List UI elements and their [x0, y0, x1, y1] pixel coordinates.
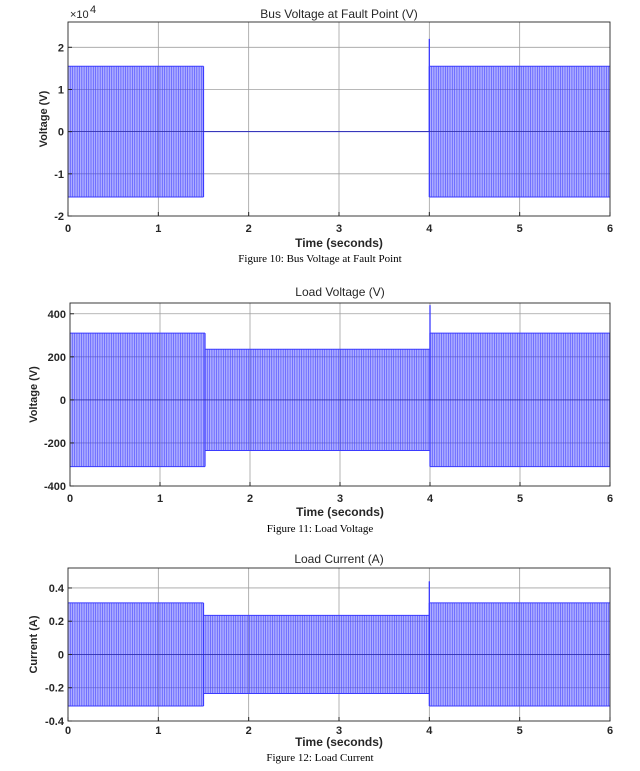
- x-tick-label: 2: [247, 493, 253, 505]
- y-tick-label: 400: [48, 309, 66, 321]
- y-tick-label: 0: [58, 649, 64, 661]
- x-tick-label: 0: [67, 493, 73, 505]
- x-tick-label: 5: [517, 493, 523, 505]
- x-tick-label: 5: [517, 223, 523, 235]
- x-tick-label: 2: [246, 223, 252, 235]
- y-tick-label: -0.2: [45, 683, 64, 695]
- y-tick-label: 0.4: [49, 583, 65, 595]
- y-tick-label: -2: [54, 211, 64, 223]
- y-axis-label: Current (A): [28, 615, 40, 673]
- x-axis-label: Time (seconds): [295, 735, 383, 749]
- y-tick-label: 2: [58, 42, 64, 54]
- x-tick-label: 2: [246, 725, 252, 737]
- y-axis-label: Voltage (V): [28, 366, 40, 423]
- y-tick-label: 0: [58, 127, 64, 139]
- x-tick-label: 4: [426, 223, 433, 235]
- y-tick-label: -0.4: [45, 716, 65, 728]
- y-tick-label: 0.2: [49, 616, 64, 628]
- x-tick-label: 0: [65, 725, 71, 737]
- x-tick-label: 6: [607, 223, 613, 235]
- chart-title: Load Voltage (V): [295, 285, 384, 299]
- chart-2: 0 1 2 3 4 5 6 -400 -200 0 200 400 Load Voltage (V) Ti…: [28, 285, 613, 535]
- x-tick-label: 4: [427, 493, 434, 505]
- y-tick-label: 0: [60, 395, 66, 407]
- x-tick-label: 3: [336, 223, 342, 235]
- y-tick-label: -1: [54, 169, 64, 181]
- x-tick-label: 6: [607, 725, 613, 737]
- x-axis-label: Time (seconds): [296, 505, 384, 519]
- y-tick-label: 200: [48, 352, 66, 364]
- x-axis-label: Time (seconds): [295, 236, 383, 250]
- x-tick-label: 1: [155, 223, 161, 235]
- x-tick-label: 0: [65, 223, 71, 235]
- y-scale-multiplier: ×10: [70, 9, 89, 21]
- x-tick-label: 5: [517, 725, 523, 737]
- x-tick-label: 1: [157, 493, 163, 505]
- figure-caption: Figure 10: Bus Voltage at Fault Point: [238, 253, 401, 265]
- chart-title: Load Current (A): [294, 552, 383, 566]
- chart-title: Bus Voltage at Fault Point (V): [260, 7, 417, 21]
- x-tick-label: 3: [337, 493, 343, 505]
- chart-1: 0 1 2 3 4 5 6 -2 -1 0 1 2 Bus Voltage at Fault Point…: [38, 4, 613, 265]
- chart-3: 0 1 2 3 4 5 6 -0.4 -0.2 0 0.2 0.4 Load Current (A) Ti…: [28, 552, 613, 764]
- y-scale-exponent: 4: [90, 4, 96, 16]
- x-tick-label: 3: [336, 725, 342, 737]
- y-axis-label: Voltage (V): [38, 90, 50, 147]
- figure-caption: Figure 12: Load Current: [266, 752, 373, 764]
- y-tick-label: -200: [44, 438, 66, 450]
- y-tick-label: -400: [44, 481, 66, 493]
- x-tick-label: 6: [607, 493, 613, 505]
- x-tick-label: 4: [426, 725, 433, 737]
- y-tick-label: 1: [58, 84, 64, 96]
- x-tick-label: 1: [155, 725, 161, 737]
- figure-caption: Figure 11: Load Voltage: [267, 523, 374, 535]
